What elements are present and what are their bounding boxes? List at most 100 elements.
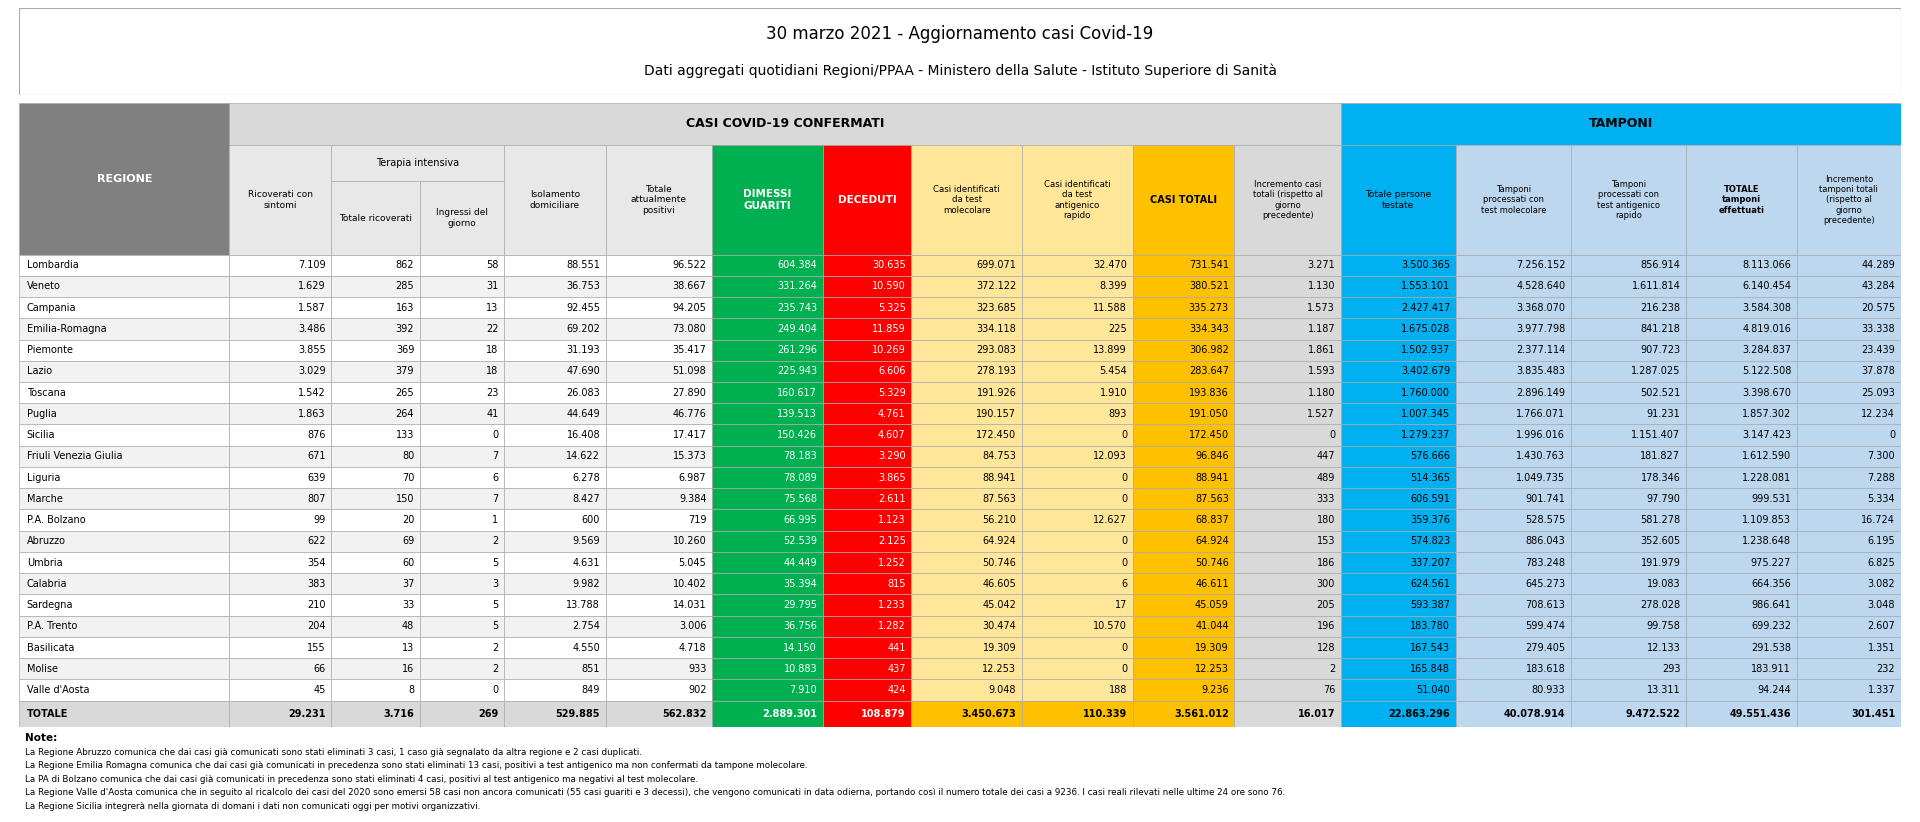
Text: 624.561: 624.561 [1409,579,1450,589]
Bar [1235,446,1340,467]
Bar [824,679,912,700]
Bar [1133,637,1235,658]
Text: 622: 622 [307,536,326,547]
Text: 5.122.508: 5.122.508 [1741,367,1791,376]
Bar [503,637,607,658]
Text: 3.402.679: 3.402.679 [1402,367,1450,376]
Bar [607,467,712,488]
Text: 2.427.417: 2.427.417 [1402,302,1450,312]
Bar [503,318,607,339]
Bar [1133,404,1235,424]
Bar [1235,339,1340,361]
Text: 4.718: 4.718 [680,643,707,653]
Text: 3.500.365: 3.500.365 [1402,261,1450,270]
Text: 3: 3 [492,579,499,589]
Text: 283.647: 283.647 [1188,367,1229,376]
Text: 17: 17 [1116,600,1127,610]
Text: 380.521: 380.521 [1188,281,1229,292]
Bar [1133,488,1235,510]
Text: 645.273: 645.273 [1524,579,1565,589]
Text: 1.351: 1.351 [1868,643,1895,653]
Bar [1021,446,1133,467]
Bar [1797,594,1901,616]
Bar [1235,658,1340,679]
Text: 1.863: 1.863 [298,409,326,419]
Bar [1797,700,1901,727]
Bar [1797,446,1901,467]
Bar [1340,339,1455,361]
Bar [420,616,503,637]
Text: Puglia: Puglia [27,409,56,419]
Text: 975.227: 975.227 [1751,557,1791,567]
Text: 50.746: 50.746 [1194,557,1229,567]
Text: 2.889.301: 2.889.301 [762,709,818,718]
Bar [1340,637,1455,658]
Bar [332,594,420,616]
Bar [420,531,503,552]
Text: 29.231: 29.231 [288,709,326,718]
Text: 3.284.837: 3.284.837 [1741,345,1791,355]
Bar [824,637,912,658]
Bar [912,658,1021,679]
Text: 392: 392 [396,324,415,334]
Text: 8.427: 8.427 [572,494,601,504]
Bar [712,276,824,297]
Bar [1133,616,1235,637]
Text: 2.754: 2.754 [572,621,601,631]
Bar [1455,145,1571,255]
Bar [19,446,230,467]
Bar [1686,255,1797,276]
Text: 10.402: 10.402 [672,579,707,589]
Bar [503,679,607,700]
Text: 45.059: 45.059 [1194,600,1229,610]
Bar [1455,467,1571,488]
Bar [1455,594,1571,616]
Bar [19,255,230,276]
Text: 30.474: 30.474 [983,621,1016,631]
Bar [1021,531,1133,552]
Bar [1571,424,1686,446]
Text: 3.835.483: 3.835.483 [1517,367,1565,376]
Bar [824,552,912,573]
Text: 16.017: 16.017 [1298,709,1334,718]
Bar [824,318,912,339]
Bar [1455,404,1571,424]
Bar [503,573,607,594]
Bar [912,594,1021,616]
Bar [712,552,824,573]
Bar [1133,467,1235,488]
Text: 232: 232 [1876,663,1895,674]
Bar [824,255,912,276]
Bar [1021,382,1133,404]
Bar [912,573,1021,594]
Text: 33.338: 33.338 [1862,324,1895,334]
Bar [1021,700,1133,727]
Text: 849: 849 [582,685,601,695]
Bar [1797,424,1901,446]
Text: 599.474: 599.474 [1524,621,1565,631]
Bar [824,658,912,679]
Bar [1571,145,1686,255]
Bar [230,276,332,297]
Text: 574.823: 574.823 [1409,536,1450,547]
Text: 91.231: 91.231 [1647,409,1680,419]
Text: 1.861: 1.861 [1308,345,1334,355]
Bar [230,467,332,488]
Bar [1455,382,1571,404]
Text: TOTALE
tamponi
effettuati: TOTALE tamponi effettuati [1718,185,1764,215]
Text: 5: 5 [492,557,499,567]
Bar [1235,255,1340,276]
Text: 0: 0 [492,430,499,440]
Text: Totale
attualmente
positivi: Totale attualmente positivi [632,185,687,215]
Bar [712,404,824,424]
Text: 186: 186 [1317,557,1334,567]
Bar [1571,467,1686,488]
Text: 96.846: 96.846 [1196,451,1229,461]
Bar [420,658,503,679]
Bar [1455,679,1571,700]
Bar [1686,467,1797,488]
Text: 10.269: 10.269 [872,345,906,355]
Bar [1797,531,1901,552]
Bar [230,297,332,318]
Bar [1021,679,1133,700]
